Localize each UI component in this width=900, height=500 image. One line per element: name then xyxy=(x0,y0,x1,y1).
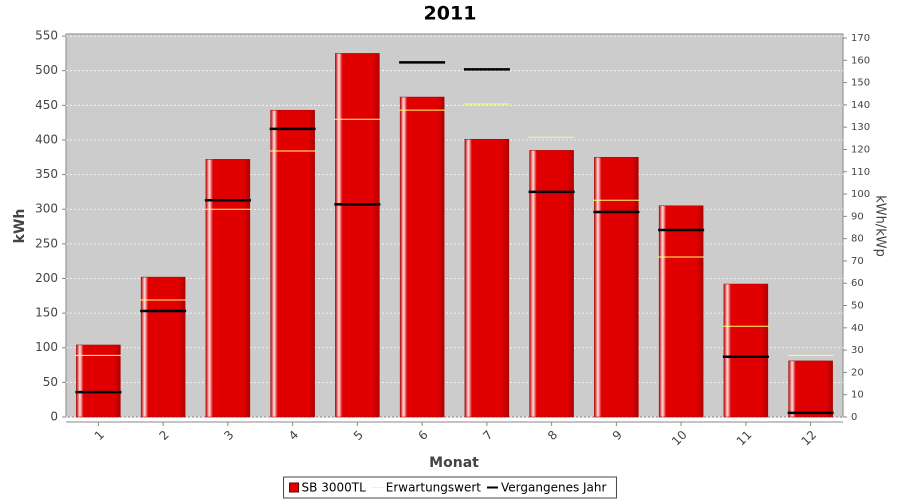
y2-tick-label: 60 xyxy=(851,278,864,289)
bar xyxy=(788,360,833,418)
y2-tick-label: 70 xyxy=(851,256,864,267)
y2-tick-label: 170 xyxy=(851,33,870,44)
y2-tick-label: 10 xyxy=(851,390,864,401)
y-tick-label: 450 xyxy=(35,98,58,112)
y2-tick-label: 160 xyxy=(851,55,870,66)
x-tick-label: 9 xyxy=(610,428,625,443)
y-tick-label: 500 xyxy=(35,63,58,77)
bar xyxy=(723,283,769,418)
y2-tick-label: 120 xyxy=(851,144,870,155)
y2-tick-label: 30 xyxy=(851,345,864,356)
x-tick-label: 10 xyxy=(669,428,690,449)
y2-tick-label: 0 xyxy=(851,412,857,423)
bar xyxy=(399,96,445,418)
y2-tick-label: 100 xyxy=(851,189,870,200)
x-tick-label: 8 xyxy=(545,428,560,443)
y-tick-label: 250 xyxy=(35,236,58,250)
y-tick-label: 200 xyxy=(35,271,58,285)
bar xyxy=(270,109,315,418)
x-tick-label: 2 xyxy=(156,428,171,443)
y2-tick-label: 140 xyxy=(851,100,870,111)
x-axis-title: Monat xyxy=(429,455,479,471)
chart-title: 2011 xyxy=(424,3,477,25)
bar xyxy=(594,157,639,418)
legend-label: Erwartungswert xyxy=(386,481,482,495)
legend-label: SB 3000TL xyxy=(302,481,367,495)
y-tick-label: 150 xyxy=(35,306,58,320)
bar xyxy=(140,276,186,418)
legend-label: Vergangenes Jahr xyxy=(501,481,607,495)
x-tick-label: 4 xyxy=(286,428,301,443)
x-tick-label: 12 xyxy=(799,428,820,449)
plot-area xyxy=(65,33,844,418)
legend-swatch xyxy=(289,482,300,493)
bar xyxy=(205,159,251,418)
y-tick-label: 50 xyxy=(43,375,58,389)
y-axis-title: kWh xyxy=(12,209,28,244)
x-tick-label: 1 xyxy=(92,428,107,443)
y2-tick-label: 130 xyxy=(851,122,870,133)
y-tick-label: 550 xyxy=(35,29,58,43)
y2-tick-label: 90 xyxy=(851,211,864,222)
bar xyxy=(529,150,574,418)
y-tick-label: 100 xyxy=(35,340,58,354)
x-tick-label: 5 xyxy=(351,428,366,443)
y2-tick-label: 110 xyxy=(851,167,870,178)
y2-tick-label: 20 xyxy=(851,367,864,378)
y2-axis-title: kWh/kWp xyxy=(873,195,888,257)
bar xyxy=(76,344,121,418)
y2-tick-label: 150 xyxy=(851,78,870,89)
bar xyxy=(464,139,510,418)
x-tick-label: 3 xyxy=(221,428,236,443)
x-tick-label: 11 xyxy=(734,428,755,449)
y-tick-label: 300 xyxy=(35,202,58,216)
y2-tick-label: 50 xyxy=(851,301,864,312)
x-tick-label: 6 xyxy=(415,428,430,443)
y-tick-label: 400 xyxy=(35,132,58,146)
legend-box xyxy=(283,476,617,499)
x-tick-label: 7 xyxy=(480,428,495,443)
y-tick-label: 350 xyxy=(35,167,58,181)
y2-tick-label: 80 xyxy=(851,234,864,245)
y-tick-label: 0 xyxy=(50,410,58,424)
bar xyxy=(658,205,704,418)
legend: SB 3000TL Erwartungswert Vergangenes Jahr xyxy=(283,476,617,499)
bar xyxy=(335,53,380,418)
y2-tick-label: 40 xyxy=(851,323,864,334)
